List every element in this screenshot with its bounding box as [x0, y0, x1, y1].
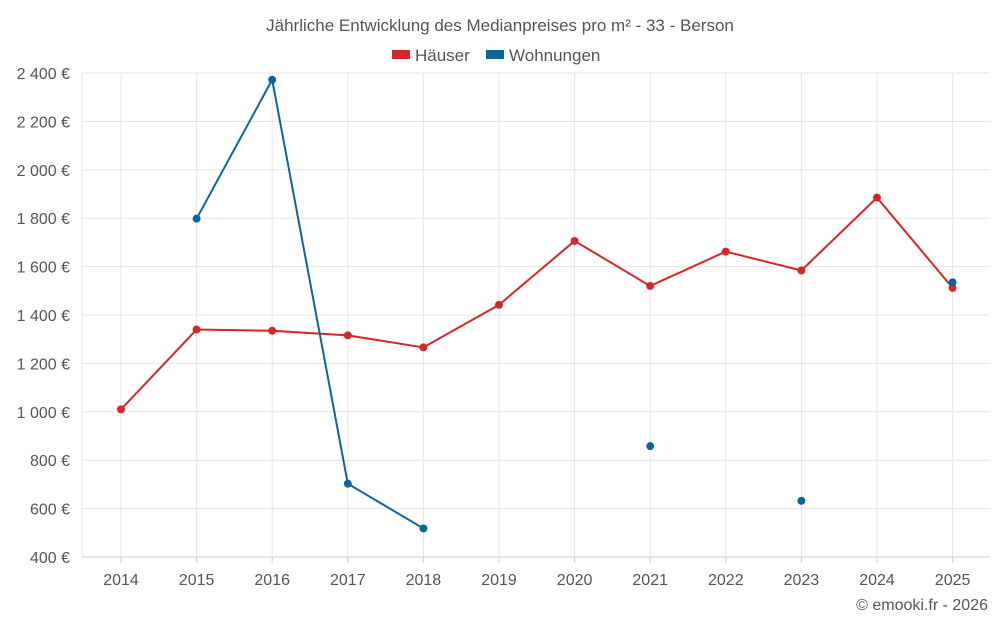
data-point[interactable] [797, 266, 806, 275]
data-point[interactable] [495, 300, 503, 309]
data-point[interactable] [721, 247, 730, 256]
x-tick-label: 2021 [632, 572, 668, 589]
data-point[interactable] [570, 236, 579, 245]
y-tick-label: 800 € [30, 453, 70, 470]
legend-label-wohnungen: Wohnungen [509, 46, 600, 65]
x-tick-label: 2017 [330, 572, 366, 589]
x-tick-label: 2024 [859, 572, 895, 589]
x-tick-label: 2019 [481, 572, 517, 589]
data-point[interactable] [948, 283, 957, 292]
legend-swatch-haeuser [392, 50, 410, 59]
credit: © emooki.fr - 2026 [856, 597, 988, 614]
plot-area [117, 75, 957, 533]
series-line [195, 78, 424, 530]
x-tick-label: 2022 [708, 572, 744, 589]
legend: Häuser Wohnungen [392, 46, 600, 65]
x-tick-label: 2025 [935, 572, 971, 589]
y-tick-label: 2 200 € [17, 114, 70, 131]
series-haeuser [117, 193, 957, 414]
data-point[interactable] [343, 479, 352, 488]
data-point[interactable] [268, 326, 277, 335]
data-point[interactable] [419, 343, 428, 352]
legend-label-haeuser: Häuser [415, 46, 470, 65]
legend-swatch-wohnungen [486, 50, 504, 59]
data-point[interactable] [948, 278, 957, 287]
y-tick-label: 1 600 € [17, 260, 70, 277]
series-wohnungen [192, 75, 957, 533]
chart-title: Jährliche Entwicklung des Medianpreises … [266, 16, 734, 35]
y-tick-label: 400 € [30, 550, 70, 567]
x-tick-label: 2016 [254, 572, 290, 589]
data-point[interactable] [419, 524, 428, 533]
y-tick-label: 1 800 € [17, 211, 70, 228]
data-point[interactable] [797, 496, 806, 505]
y-tick-label: 1 200 € [17, 356, 70, 373]
x-tick-label: 2018 [406, 572, 442, 589]
data-point[interactable] [646, 281, 655, 290]
data-point[interactable] [646, 442, 655, 451]
data-point[interactable] [192, 214, 201, 223]
y-tick-label: 2 400 € [17, 66, 70, 83]
data-point[interactable] [117, 405, 125, 414]
x-tick-label: 2023 [784, 572, 820, 589]
y-tick-label: 2 000 € [17, 163, 70, 180]
legend-item-haeuser[interactable]: Häuser [392, 46, 470, 65]
data-point[interactable] [873, 193, 881, 202]
x-tick-label: 2014 [103, 572, 139, 589]
y-axis: 400 € 600 € 800 € 1 000 € 1 200 € 1 400 € 1 60… [17, 66, 70, 567]
grid [81, 72, 990, 558]
series-line [120, 196, 954, 411]
x-axis: 2014 2015 2016 2017 2018 2019 2020 2021 2022 2023… [103, 557, 970, 589]
x-tick-label: 2020 [557, 572, 593, 589]
data-point[interactable] [192, 325, 201, 334]
y-tick-label: 1 400 € [17, 308, 70, 325]
data-point[interactable] [268, 75, 277, 84]
y-tick-label: 1 000 € [17, 405, 70, 422]
y-tick-label: 600 € [30, 502, 70, 519]
legend-item-wohnungen[interactable]: Wohnungen [486, 46, 600, 65]
data-point[interactable] [343, 331, 352, 340]
x-tick-label: 2015 [179, 572, 215, 589]
